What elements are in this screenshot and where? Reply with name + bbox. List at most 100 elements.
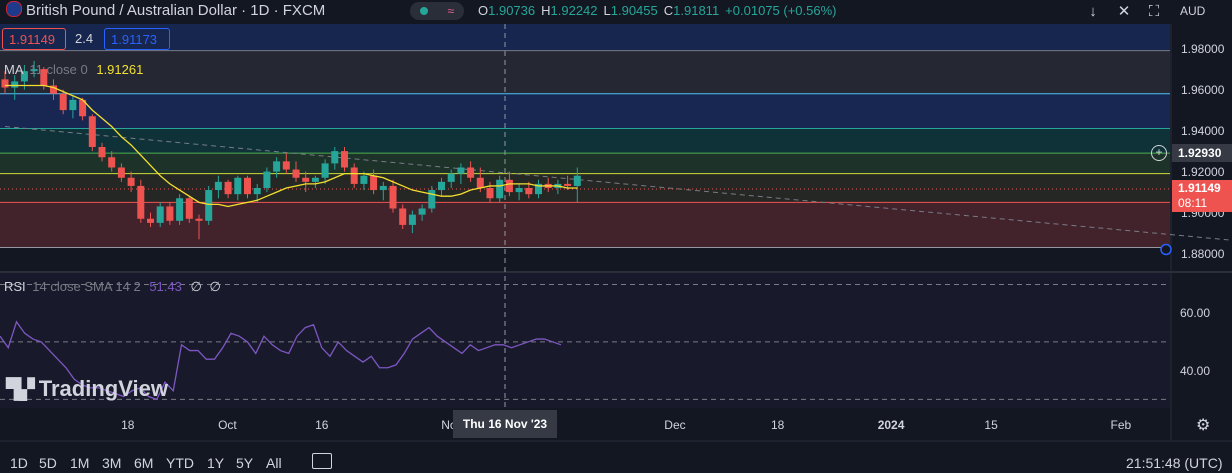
ohlc-value: 1.92242 — [550, 3, 598, 18]
rsi-tick-label: 60.00 — [1180, 306, 1211, 321]
last-price-value: 1.91149 — [1178, 181, 1221, 196]
candle — [117, 167, 125, 178]
tv-logo-icon: ▜▞ — [6, 379, 35, 401]
spread-value: 2.4 — [75, 31, 94, 46]
candle — [205, 190, 213, 221]
candle — [418, 208, 426, 215]
candle — [564, 183, 572, 186]
ohlc-value: +0.01075 (+0.56%) — [725, 3, 837, 18]
ma-name: MA — [4, 62, 23, 77]
last-price-badge: 1.91149 08:11 — [1172, 180, 1232, 213]
range-button-5d[interactable]: 5D — [39, 455, 57, 471]
price-zone — [0, 202, 1170, 248]
candle — [79, 99, 87, 117]
indicator-toggles[interactable]: ≈ — [410, 2, 464, 20]
candle — [311, 177, 319, 182]
gear-icon[interactable]: ⚙ — [1196, 417, 1211, 434]
candle — [59, 93, 67, 111]
candle — [447, 173, 455, 182]
bottom-toolbar — [0, 450, 1232, 473]
candle — [88, 116, 96, 147]
collapse-icon[interactable]: ✕ — [1117, 3, 1131, 20]
sell-price-button[interactable]: 1.91149 — [2, 28, 66, 50]
price-zone — [0, 128, 1170, 154]
candle — [505, 179, 513, 193]
rsi-background — [0, 273, 1170, 408]
date-range-icon[interactable] — [312, 453, 332, 469]
candle — [137, 185, 145, 219]
price-zone — [0, 50, 1170, 94]
candle — [408, 214, 416, 225]
candle — [321, 163, 329, 178]
rsi-tick-label: 40.00 — [1180, 363, 1211, 378]
time-tick-label: 2024 — [877, 418, 905, 432]
price-zone — [0, 24, 1170, 51]
ohlc-value: 1.91811 — [673, 3, 720, 18]
candle — [224, 181, 232, 195]
symbol-title[interactable]: British Pound / Australian Dollar · 1D ·… — [6, 0, 325, 22]
candle — [253, 188, 261, 195]
range-button-1d[interactable]: 1D — [10, 455, 28, 471]
candle — [156, 206, 164, 223]
price-tick-label: 1.92000 — [1181, 164, 1225, 179]
candle — [50, 85, 57, 94]
price-tick-label: 1.88000 — [1181, 246, 1225, 261]
ohlc-value: 1.90455 — [610, 3, 658, 18]
candle — [486, 188, 494, 199]
time-tick-label: 15 — [984, 418, 998, 432]
candle — [30, 69, 38, 72]
candle — [476, 177, 484, 188]
fullscreen-icon[interactable]: ⛶ — [1148, 2, 1160, 20]
range-button-5y[interactable]: 5Y — [236, 455, 254, 471]
range-button-6m[interactable]: 6M — [134, 455, 154, 471]
price-tick-label: 1.94000 — [1181, 123, 1225, 138]
candle — [98, 147, 106, 158]
rsi-line — [0, 320, 562, 401]
candle — [20, 71, 28, 82]
ohlc-key: C — [663, 3, 674, 18]
candle — [147, 218, 154, 223]
price-tick-label: 1.96000 — [1181, 82, 1225, 97]
candle — [341, 151, 348, 168]
candle — [273, 161, 281, 172]
candle — [166, 206, 174, 221]
clock-readout[interactable]: 21:51:48 (UTC) — [1126, 455, 1223, 471]
rsi-value: 51.43 — [149, 279, 182, 294]
range-button-all[interactable]: All — [266, 455, 282, 471]
time-axis[interactable]: Sep18Oct16NovDec18202415Feb19Thu 16 Nov … — [0, 410, 1172, 440]
range-button-ytd[interactable]: YTD — [166, 455, 194, 471]
logo-text: TradingView — [38, 376, 168, 401]
rsi-extra-2: ∅ — [209, 279, 221, 294]
ohlc-key: O — [478, 3, 489, 18]
price-tick-label: 1.98000 — [1181, 41, 1225, 56]
range-button-1m[interactable]: 1M — [70, 455, 90, 471]
crosshair-price-badge: 1.92930 — [1172, 143, 1232, 162]
candle — [1, 79, 9, 88]
range-button-1y[interactable]: 1Y — [207, 455, 225, 471]
currency-label[interactable]: AUD — [1180, 4, 1206, 18]
rsi-legend[interactable]: RSI 14 close SMA 14 2 51.43 ∅ ∅ — [4, 279, 221, 295]
ohlc-key: H — [541, 3, 551, 18]
candle — [467, 167, 475, 178]
candle — [40, 69, 48, 86]
time-tick-label: 16 — [315, 418, 329, 432]
crosshair-date-badge: Thu 16 Nov '23 — [453, 410, 557, 438]
rsi-extra-1: ∅ — [190, 279, 202, 294]
ma-legend[interactable]: MA 11 close 0 1.91261 — [4, 62, 143, 77]
candle — [399, 208, 407, 225]
add-alert-icon[interactable]: + — [1151, 144, 1167, 161]
ohlc-value: 1.90736 — [488, 3, 536, 18]
range-button-3m[interactable]: 3M — [102, 455, 122, 471]
price-zones-layer — [0, 24, 1170, 248]
candle — [214, 181, 222, 191]
market-status-icon — [419, 7, 428, 15]
time-tick-label: Feb — [1110, 418, 1132, 432]
buy-price-button[interactable]: 1.91173 — [104, 28, 170, 50]
down-arrow-icon[interactable]: ↓ — [1089, 2, 1097, 20]
candle — [244, 177, 251, 195]
time-tick-label: Dec — [664, 418, 686, 432]
candle — [496, 179, 504, 199]
ma-line — [5, 84, 578, 208]
